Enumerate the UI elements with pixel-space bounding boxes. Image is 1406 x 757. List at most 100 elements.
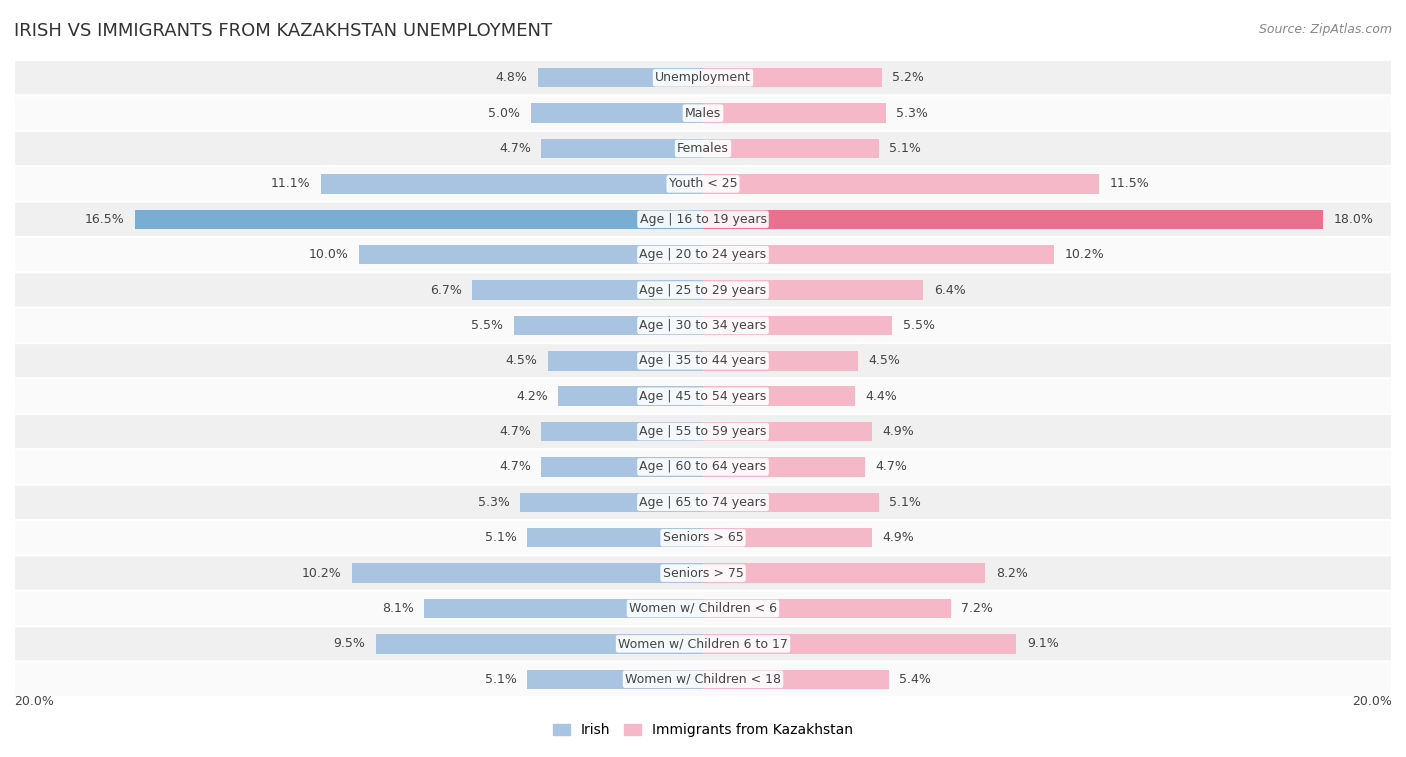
FancyBboxPatch shape — [14, 449, 1392, 484]
Text: 4.7%: 4.7% — [499, 460, 531, 473]
Bar — [541, 422, 703, 441]
Bar — [520, 493, 703, 512]
Text: Age | 20 to 24 years: Age | 20 to 24 years — [640, 248, 766, 261]
Bar — [703, 563, 986, 583]
FancyBboxPatch shape — [14, 484, 1392, 520]
Text: Males: Males — [685, 107, 721, 120]
Text: 4.2%: 4.2% — [516, 390, 548, 403]
Bar — [359, 245, 703, 264]
Text: Women w/ Children < 18: Women w/ Children < 18 — [626, 673, 780, 686]
Text: Age | 45 to 54 years: Age | 45 to 54 years — [640, 390, 766, 403]
Bar — [375, 634, 703, 653]
Text: 5.1%: 5.1% — [485, 531, 517, 544]
FancyBboxPatch shape — [14, 662, 1392, 697]
Bar — [531, 104, 703, 123]
Text: Unemployment: Unemployment — [655, 71, 751, 84]
Text: 7.2%: 7.2% — [962, 602, 993, 615]
Text: Age | 65 to 74 years: Age | 65 to 74 years — [640, 496, 766, 509]
Bar — [703, 104, 886, 123]
Text: 6.7%: 6.7% — [430, 284, 461, 297]
Bar — [703, 210, 1323, 229]
Text: 5.2%: 5.2% — [893, 71, 924, 84]
FancyBboxPatch shape — [14, 626, 1392, 662]
Text: 5.1%: 5.1% — [889, 496, 921, 509]
Bar — [541, 139, 703, 158]
Bar — [537, 68, 703, 88]
Text: 10.2%: 10.2% — [1064, 248, 1105, 261]
Bar — [135, 210, 703, 229]
Text: 4.5%: 4.5% — [506, 354, 537, 367]
Text: 18.0%: 18.0% — [1333, 213, 1374, 226]
FancyBboxPatch shape — [14, 378, 1392, 414]
Text: 11.1%: 11.1% — [271, 177, 311, 191]
Text: 5.3%: 5.3% — [896, 107, 928, 120]
Text: 8.2%: 8.2% — [995, 566, 1028, 580]
Text: 4.5%: 4.5% — [869, 354, 900, 367]
Text: 4.9%: 4.9% — [882, 425, 914, 438]
Text: 5.5%: 5.5% — [471, 319, 503, 332]
Bar — [541, 457, 703, 477]
Bar — [703, 245, 1054, 264]
Text: 20.0%: 20.0% — [14, 695, 53, 708]
Text: 10.0%: 10.0% — [308, 248, 349, 261]
Bar — [703, 599, 950, 618]
Bar — [703, 316, 893, 335]
Text: Seniors > 65: Seniors > 65 — [662, 531, 744, 544]
FancyBboxPatch shape — [14, 273, 1392, 308]
Bar — [321, 174, 703, 194]
FancyBboxPatch shape — [14, 95, 1392, 131]
Text: Age | 30 to 34 years: Age | 30 to 34 years — [640, 319, 766, 332]
Bar — [703, 280, 924, 300]
Bar — [548, 351, 703, 370]
Bar — [703, 387, 855, 406]
Text: 8.1%: 8.1% — [382, 602, 413, 615]
Text: 11.5%: 11.5% — [1109, 177, 1149, 191]
Bar — [703, 68, 882, 88]
Bar — [558, 387, 703, 406]
Bar — [352, 563, 703, 583]
Text: 4.4%: 4.4% — [865, 390, 897, 403]
FancyBboxPatch shape — [14, 414, 1392, 449]
Bar — [703, 634, 1017, 653]
Text: 9.1%: 9.1% — [1026, 637, 1059, 650]
Text: Age | 35 to 44 years: Age | 35 to 44 years — [640, 354, 766, 367]
Bar — [703, 139, 879, 158]
Text: 5.0%: 5.0% — [488, 107, 520, 120]
Bar — [425, 599, 703, 618]
FancyBboxPatch shape — [14, 520, 1392, 556]
Text: 16.5%: 16.5% — [84, 213, 124, 226]
Text: Youth < 25: Youth < 25 — [669, 177, 737, 191]
Text: Source: ZipAtlas.com: Source: ZipAtlas.com — [1258, 23, 1392, 36]
Text: IRISH VS IMMIGRANTS FROM KAZAKHSTAN UNEMPLOYMENT: IRISH VS IMMIGRANTS FROM KAZAKHSTAN UNEM… — [14, 22, 553, 40]
Text: Age | 25 to 29 years: Age | 25 to 29 years — [640, 284, 766, 297]
FancyBboxPatch shape — [14, 201, 1392, 237]
Text: Seniors > 75: Seniors > 75 — [662, 566, 744, 580]
Bar — [703, 457, 865, 477]
FancyBboxPatch shape — [14, 343, 1392, 378]
Text: Women w/ Children 6 to 17: Women w/ Children 6 to 17 — [619, 637, 787, 650]
Bar — [527, 528, 703, 547]
FancyBboxPatch shape — [14, 308, 1392, 343]
Text: 4.9%: 4.9% — [882, 531, 914, 544]
Text: Age | 16 to 19 years: Age | 16 to 19 years — [640, 213, 766, 226]
Text: Females: Females — [678, 142, 728, 155]
Text: 5.1%: 5.1% — [889, 142, 921, 155]
Bar — [703, 528, 872, 547]
Bar — [472, 280, 703, 300]
Text: Age | 55 to 59 years: Age | 55 to 59 years — [640, 425, 766, 438]
Text: 20.0%: 20.0% — [1353, 695, 1392, 708]
Text: 9.5%: 9.5% — [333, 637, 366, 650]
Text: 4.7%: 4.7% — [499, 142, 531, 155]
FancyBboxPatch shape — [14, 237, 1392, 273]
Text: 4.7%: 4.7% — [875, 460, 907, 473]
Text: Women w/ Children < 6: Women w/ Children < 6 — [628, 602, 778, 615]
Text: 6.4%: 6.4% — [934, 284, 966, 297]
Bar — [513, 316, 703, 335]
Text: 4.8%: 4.8% — [495, 71, 527, 84]
Text: 4.7%: 4.7% — [499, 425, 531, 438]
FancyBboxPatch shape — [14, 131, 1392, 167]
FancyBboxPatch shape — [14, 590, 1392, 626]
Bar — [527, 669, 703, 689]
Bar — [703, 493, 879, 512]
FancyBboxPatch shape — [14, 167, 1392, 201]
